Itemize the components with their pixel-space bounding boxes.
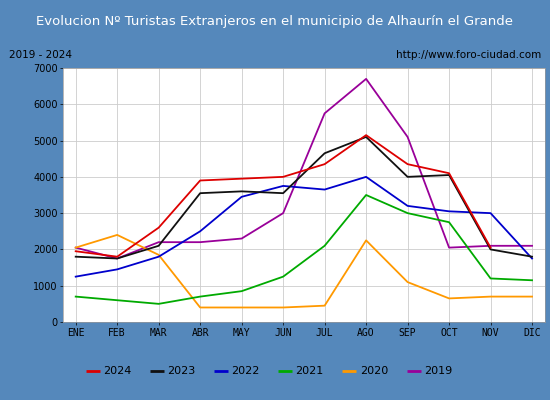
Text: 2020: 2020 [360,366,388,376]
Text: 2019: 2019 [424,366,452,376]
Text: 2022: 2022 [232,366,260,376]
Text: Evolucion Nº Turistas Extranjeros en el municipio de Alhaurín el Grande: Evolucion Nº Turistas Extranjeros en el … [36,14,514,28]
Text: 2021: 2021 [295,366,324,376]
Text: 2024: 2024 [103,366,131,376]
Text: 2019 - 2024: 2019 - 2024 [9,50,72,60]
Text: 2023: 2023 [167,366,195,376]
Text: http://www.foro-ciudad.com: http://www.foro-ciudad.com [396,50,541,60]
